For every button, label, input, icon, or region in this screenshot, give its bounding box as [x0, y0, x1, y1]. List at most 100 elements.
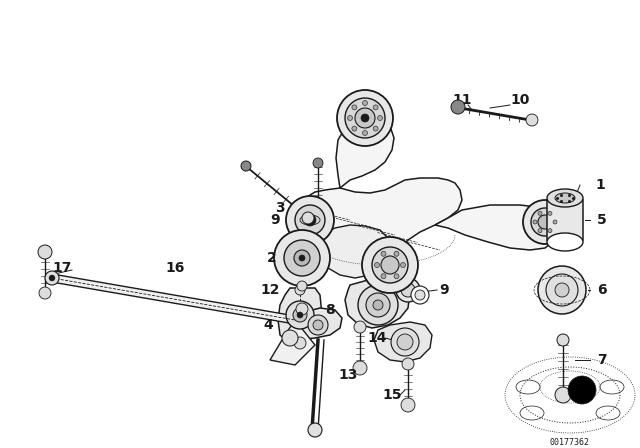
Circle shape	[391, 328, 419, 356]
Text: 9: 9	[439, 283, 449, 297]
Circle shape	[557, 334, 569, 346]
Circle shape	[361, 114, 369, 122]
Circle shape	[381, 274, 386, 279]
Text: 10: 10	[510, 93, 530, 107]
Circle shape	[533, 220, 537, 224]
Circle shape	[286, 301, 314, 329]
Ellipse shape	[555, 193, 575, 203]
Polygon shape	[278, 288, 322, 345]
Circle shape	[297, 281, 307, 291]
Circle shape	[555, 283, 569, 297]
Text: 3: 3	[275, 201, 285, 215]
Polygon shape	[51, 274, 296, 324]
Polygon shape	[374, 322, 432, 362]
Polygon shape	[336, 116, 394, 188]
Circle shape	[401, 398, 415, 412]
Text: 4: 4	[263, 318, 273, 332]
Polygon shape	[270, 320, 315, 365]
Circle shape	[411, 286, 429, 304]
Circle shape	[352, 126, 357, 131]
Polygon shape	[318, 225, 392, 278]
Circle shape	[402, 358, 414, 370]
Circle shape	[538, 266, 586, 314]
Text: 8: 8	[325, 303, 335, 317]
Circle shape	[401, 283, 415, 297]
Circle shape	[284, 240, 320, 276]
Circle shape	[538, 211, 542, 215]
Circle shape	[299, 255, 305, 261]
Circle shape	[381, 251, 386, 256]
Circle shape	[354, 321, 366, 333]
Circle shape	[523, 200, 567, 244]
Circle shape	[548, 228, 552, 233]
Polygon shape	[435, 205, 560, 250]
Circle shape	[548, 211, 552, 215]
Circle shape	[372, 247, 408, 283]
Circle shape	[295, 205, 325, 235]
Circle shape	[282, 330, 298, 346]
Circle shape	[451, 100, 465, 114]
Circle shape	[313, 158, 323, 168]
Ellipse shape	[547, 233, 583, 251]
Polygon shape	[300, 178, 462, 262]
Circle shape	[302, 212, 314, 224]
Circle shape	[546, 274, 578, 306]
Circle shape	[296, 303, 308, 315]
Circle shape	[293, 308, 307, 322]
Circle shape	[394, 251, 399, 256]
Circle shape	[355, 108, 375, 128]
Circle shape	[373, 105, 378, 110]
Circle shape	[337, 90, 393, 146]
Text: 11: 11	[452, 93, 472, 107]
Circle shape	[538, 228, 542, 233]
Circle shape	[373, 300, 383, 310]
Circle shape	[294, 250, 310, 266]
Circle shape	[553, 220, 557, 224]
Circle shape	[45, 271, 59, 285]
Circle shape	[362, 130, 367, 135]
Circle shape	[381, 256, 399, 274]
Circle shape	[358, 285, 398, 325]
Circle shape	[241, 161, 251, 171]
Circle shape	[286, 196, 334, 244]
Circle shape	[274, 230, 330, 286]
Circle shape	[415, 290, 425, 300]
Circle shape	[308, 423, 322, 437]
Circle shape	[394, 274, 399, 279]
Text: 16: 16	[165, 261, 185, 275]
Circle shape	[401, 263, 406, 267]
Circle shape	[526, 114, 538, 126]
Text: 6: 6	[597, 283, 607, 297]
Circle shape	[49, 275, 55, 281]
Text: 7: 7	[597, 353, 607, 367]
Circle shape	[348, 116, 353, 121]
Circle shape	[353, 361, 367, 375]
Text: 1: 1	[595, 178, 605, 192]
Circle shape	[352, 105, 357, 110]
Circle shape	[366, 293, 390, 317]
Circle shape	[295, 285, 305, 295]
Polygon shape	[345, 278, 410, 328]
Circle shape	[362, 237, 418, 293]
Circle shape	[538, 215, 552, 229]
Circle shape	[373, 126, 378, 131]
Ellipse shape	[547, 189, 583, 207]
Circle shape	[378, 116, 383, 121]
Text: 9: 9	[270, 213, 280, 227]
Text: 5: 5	[597, 213, 607, 227]
Text: 15: 15	[382, 388, 402, 402]
Text: 17: 17	[52, 261, 72, 275]
Circle shape	[362, 100, 367, 105]
Circle shape	[294, 337, 306, 349]
Circle shape	[308, 315, 328, 335]
Circle shape	[313, 320, 323, 330]
Bar	[547, 200, 583, 240]
Circle shape	[304, 214, 316, 226]
Circle shape	[374, 263, 380, 267]
Circle shape	[345, 98, 385, 138]
Text: 14: 14	[367, 331, 387, 345]
Circle shape	[555, 387, 571, 403]
Text: 00177362: 00177362	[550, 438, 590, 447]
Polygon shape	[290, 308, 342, 340]
Text: 2: 2	[267, 251, 277, 265]
